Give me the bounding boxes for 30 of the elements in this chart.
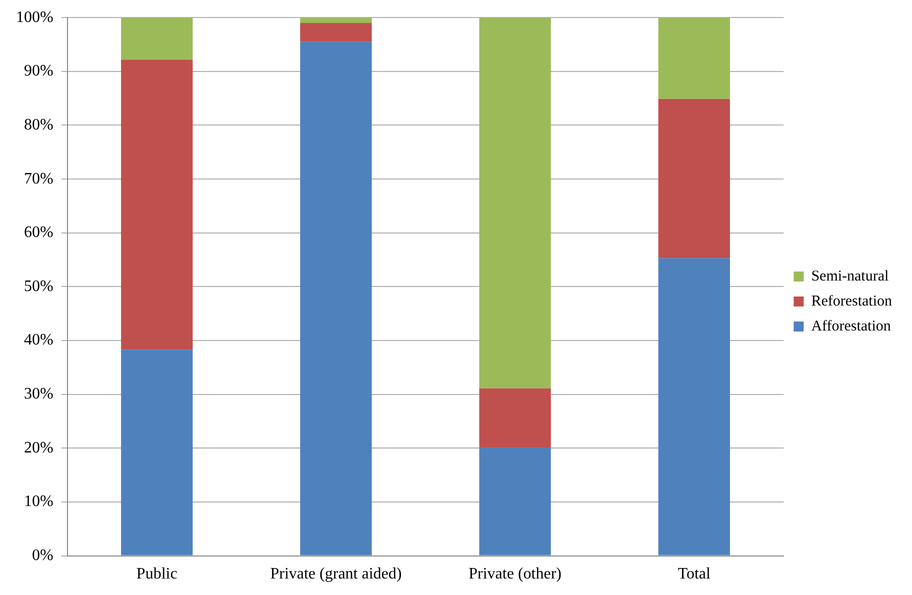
bar [300,18,372,23]
y-tick-label: 20% [24,439,54,456]
bar [300,22,372,42]
y-tick-label: 90% [24,62,54,80]
bar [121,60,193,350]
x-tick-label: Private (grant aided) [270,566,402,583]
y-tick-label: 60% [24,224,54,242]
legend-label: Reforestation [811,293,892,310]
bar [658,18,730,99]
x-tick-label: Public [136,566,178,583]
y-tick-label: 50% [24,278,54,295]
y-tick-label: 70% [24,170,54,188]
y-tick-label: 0% [32,547,54,564]
legend-label: Afforestation [811,318,892,334]
bar [479,18,551,388]
x-tick-label: Total [678,566,712,583]
bar [300,42,372,556]
x-tick-label: Private (other) [468,566,562,583]
y-tick-label: 80% [24,116,54,134]
y-tick-label: 10% [24,493,54,510]
bar [121,350,193,556]
y-tick-label: 30% [24,386,54,403]
bar [479,388,551,448]
y-tick-label: 40% [24,332,54,349]
bar [658,258,730,556]
bar [658,98,730,258]
y-tick-label: 100% [16,8,54,26]
bar [121,18,193,60]
bar [479,448,551,556]
legend-label: Semi-natural [811,268,889,284]
